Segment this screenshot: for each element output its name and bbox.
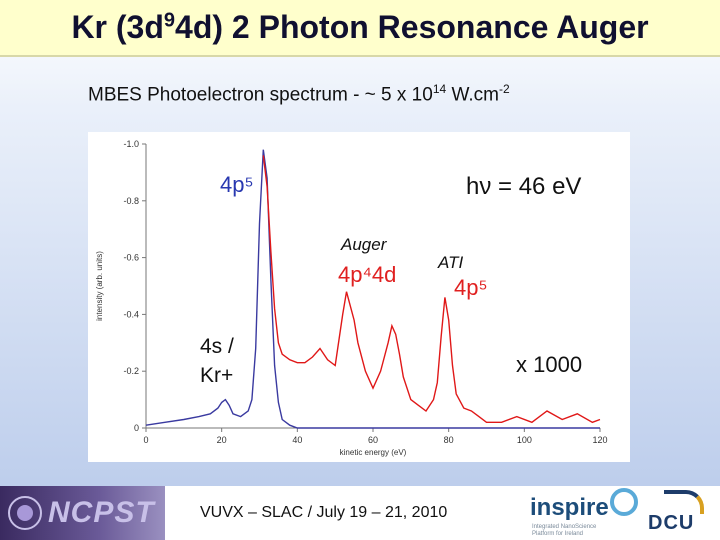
inspire-logo: inspire Integrated NanoScience Platform … — [528, 486, 648, 540]
y-tick-label: -1.0 — [123, 139, 139, 149]
x-axis-label: kinetic energy (eV) — [340, 448, 407, 457]
dcu-logo: DCU — [648, 486, 720, 540]
title-bar: Kr (3d94d) 2 Photon Resonance Auger — [0, 0, 720, 57]
x-tick-label: 100 — [517, 435, 532, 445]
y-tick-label: -0.4 — [123, 309, 139, 319]
y-axis-label: intensity (arb. units) — [95, 251, 104, 321]
slide-subtitle: MBES Photoelectron spectrum - ~ 5 x 1014… — [88, 82, 510, 106]
x-tick-label: 20 — [217, 435, 227, 445]
x-tick-label: 80 — [444, 435, 454, 445]
photon-energy-label: hν = 46 eV — [466, 173, 581, 200]
low-peak-label-1: 4s / — [200, 335, 234, 358]
x-tick-label: 120 — [592, 435, 607, 445]
y-tick-label: 0 — [134, 423, 139, 433]
x-tick-label: 0 — [143, 435, 148, 445]
ncpst-logo: NCPST — [0, 486, 165, 540]
main-peak-label: 4p⁵ — [220, 172, 254, 197]
ncpst-logo-text: NCPST — [48, 496, 155, 529]
dcu-logo-text: DCU — [648, 512, 695, 534]
y-tick-label: -0.8 — [123, 196, 139, 206]
red-series-line — [262, 155, 601, 424]
spectrum-chart: 0 20 40 60 80 100 120 0 -0.2 -0.4 -0.6 -0.8 -1.0 kin… — [88, 132, 630, 462]
blue-series-line — [145, 149, 600, 429]
x-tick-label: 40 — [292, 435, 302, 445]
dcu-mark-icon — [664, 490, 704, 514]
ati-config-label: 4p⁵ — [454, 275, 488, 300]
footer-text: VUVX – SLAC / July 19 – 21, 2010 — [200, 504, 448, 521]
inspire-logo-text: inspire — [530, 494, 609, 521]
y-tick-label: -0.6 — [123, 253, 139, 263]
scale-factor-label: x 1000 — [516, 352, 582, 377]
y-tick-label: -0.2 — [123, 366, 139, 376]
ncpst-circle-icon — [8, 496, 42, 530]
auger-config-label: 4p⁴4d — [338, 262, 396, 287]
auger-title-label: Auger — [340, 235, 388, 254]
x-tick-label: 60 — [368, 435, 378, 445]
chart-svg: 0 20 40 60 80 100 120 0 -0.2 -0.4 -0.6 -0.8 -1.0 kin… — [95, 139, 608, 457]
inspire-ring-icon — [610, 488, 638, 516]
ati-title-label: ATI — [437, 253, 463, 272]
low-peak-label-2: Kr+ — [200, 364, 233, 387]
slide-title: Kr (3d94d) 2 Photon Resonance Auger — [71, 9, 649, 45]
inspire-tagline: Integrated NanoScience Platform for Irel… — [532, 524, 597, 537]
